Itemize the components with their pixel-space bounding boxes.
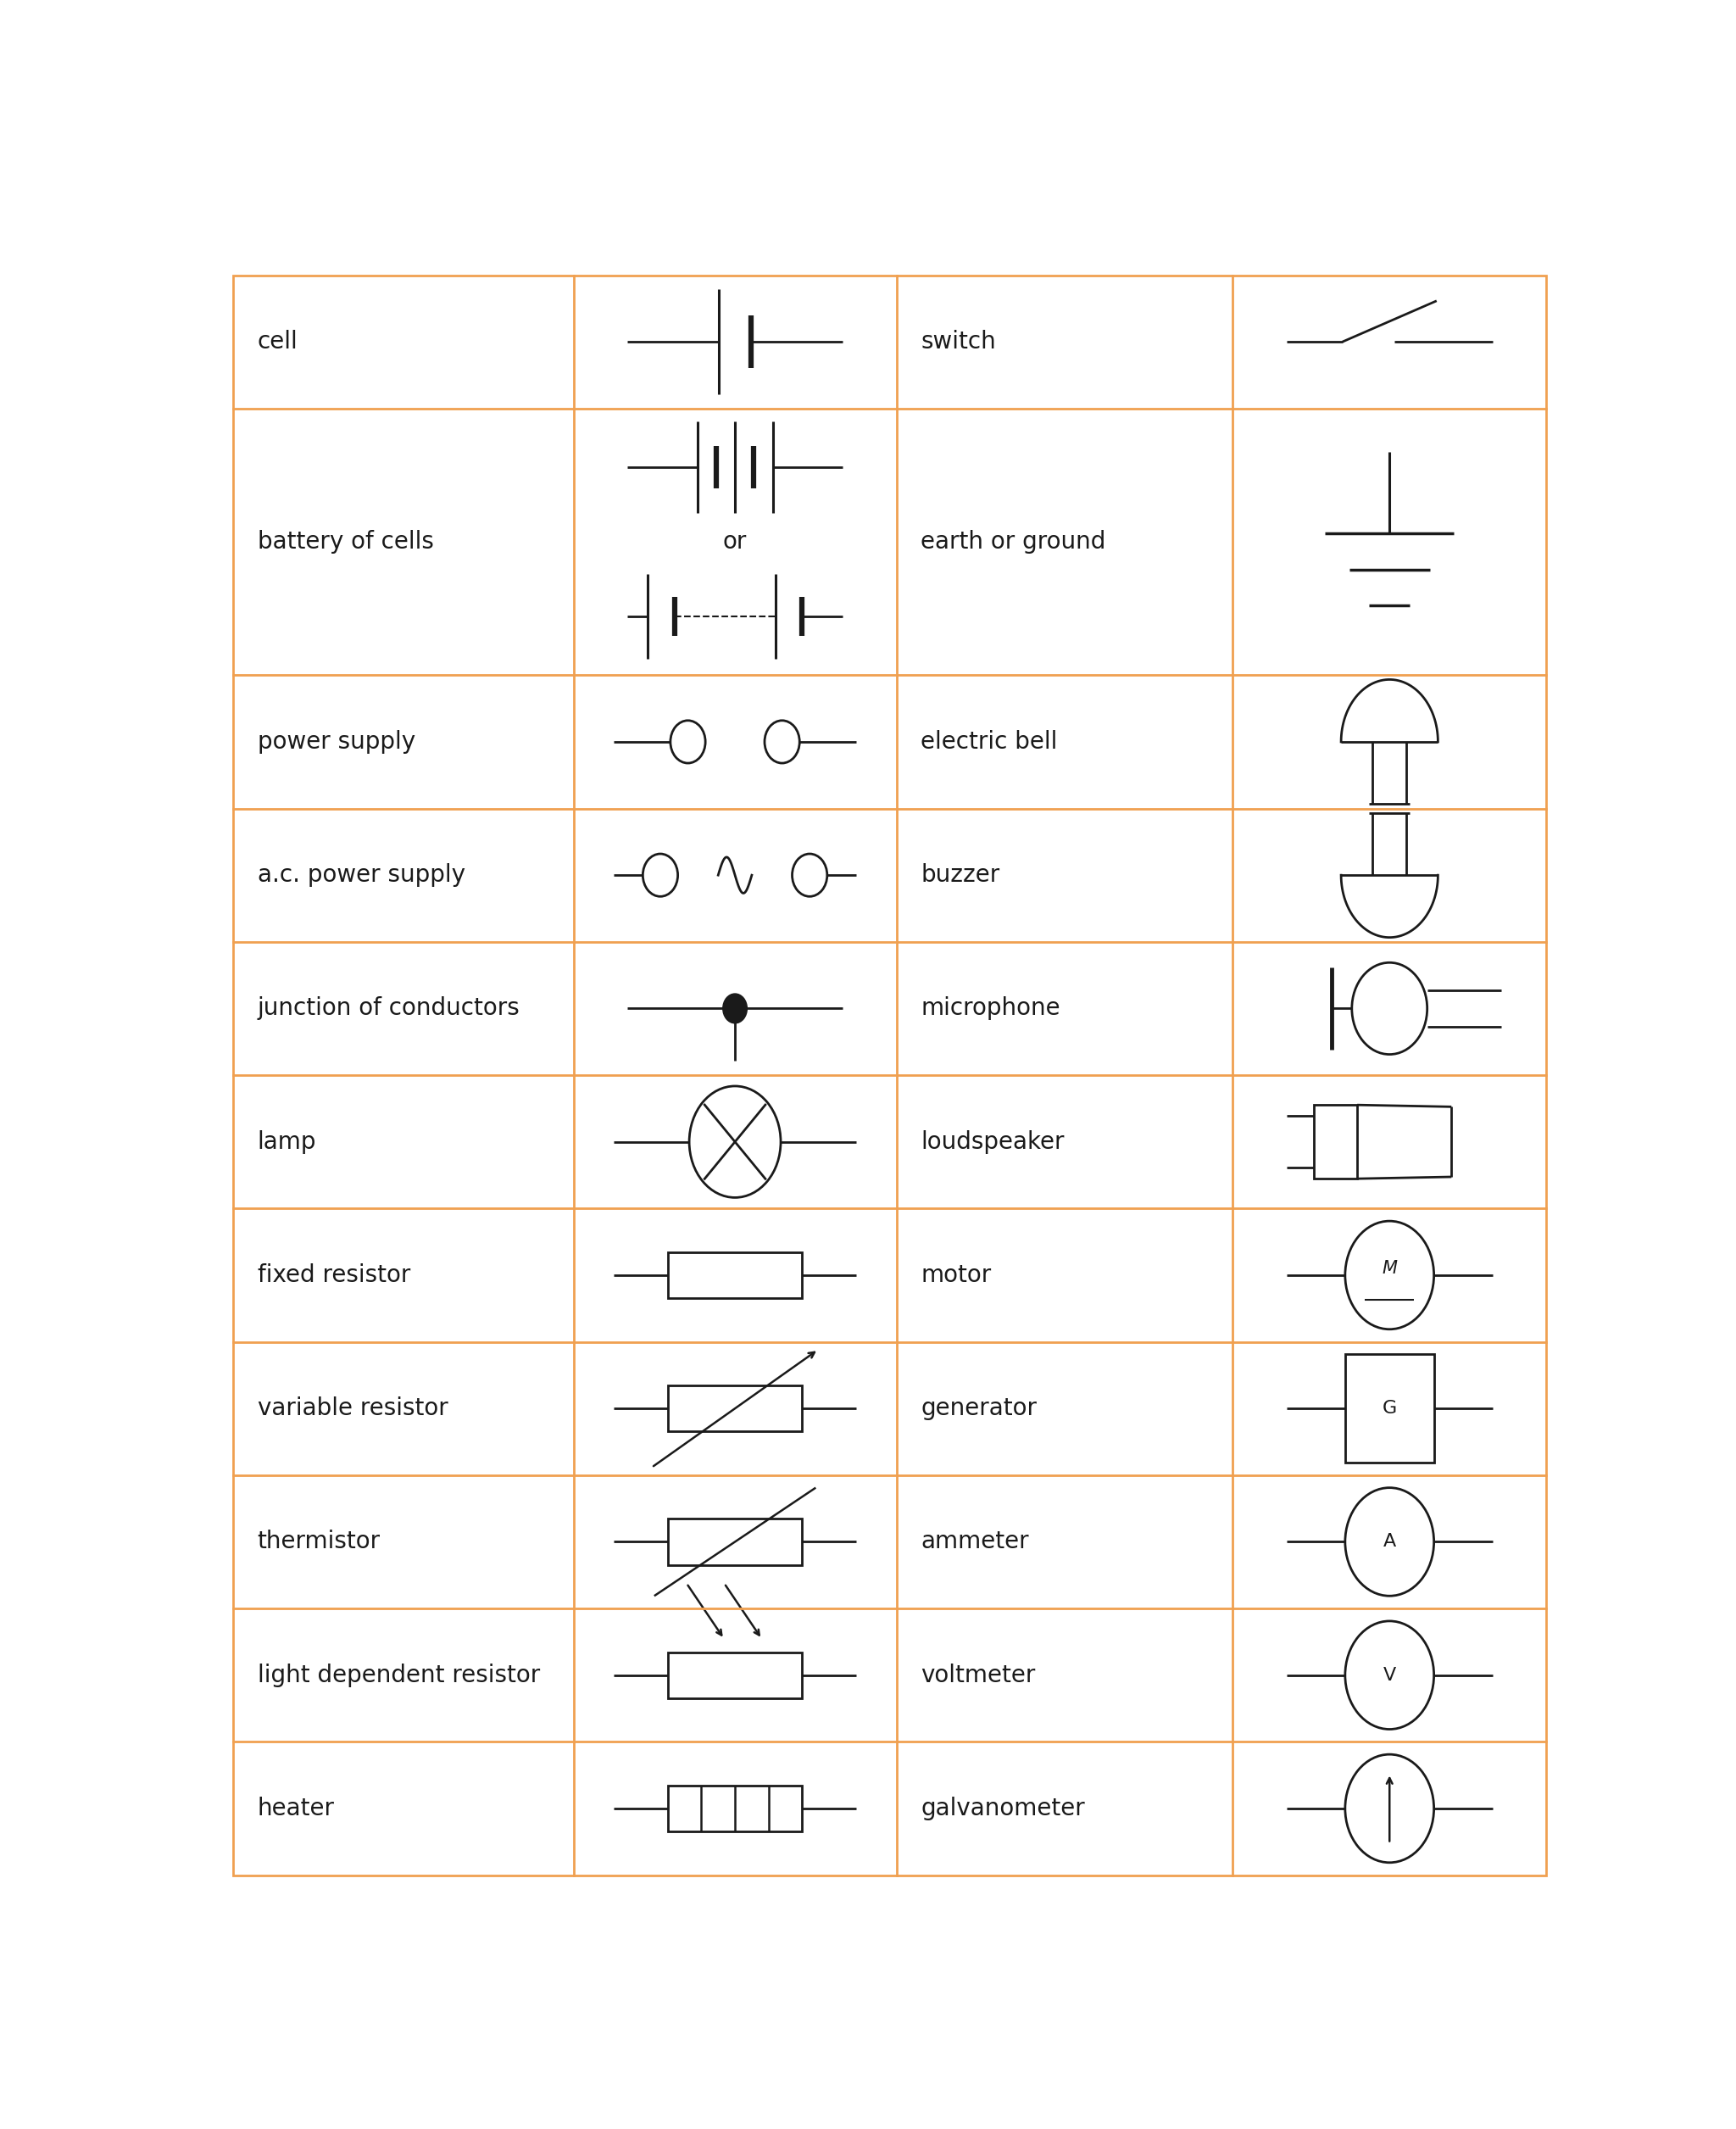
Text: voltmeter: voltmeter — [920, 1663, 1035, 1686]
Bar — [668, 1518, 802, 1565]
Text: ammeter: ammeter — [920, 1531, 1029, 1554]
Circle shape — [722, 994, 746, 1024]
Text: heater: heater — [257, 1797, 335, 1820]
Text: power supply: power supply — [257, 730, 415, 754]
Text: lamp: lamp — [257, 1130, 316, 1154]
Text: or: or — [722, 530, 746, 554]
Bar — [668, 1252, 802, 1299]
Text: A: A — [1384, 1533, 1396, 1550]
Text: earth or ground: earth or ground — [920, 530, 1106, 554]
Text: microphone: microphone — [920, 996, 1061, 1020]
Text: buzzer: buzzer — [920, 862, 1000, 888]
Text: motor: motor — [920, 1262, 991, 1288]
Text: galvanometer: galvanometer — [920, 1797, 1085, 1820]
Bar — [668, 1652, 802, 1699]
Text: variable resistor: variable resistor — [257, 1397, 448, 1420]
Text: fixed resistor: fixed resistor — [257, 1262, 410, 1288]
Text: V: V — [1384, 1667, 1396, 1684]
Text: G: G — [1382, 1401, 1397, 1418]
Text: generator: generator — [920, 1397, 1036, 1420]
Text: loudspeaker: loudspeaker — [920, 1130, 1064, 1154]
Text: switch: switch — [920, 330, 996, 353]
Bar — [1314, 1105, 1358, 1179]
Text: battery of cells: battery of cells — [257, 530, 434, 554]
Text: light dependent resistor: light dependent resistor — [257, 1663, 540, 1686]
Text: electric bell: electric bell — [920, 730, 1057, 754]
Text: thermistor: thermistor — [257, 1531, 380, 1554]
Bar — [668, 1786, 802, 1831]
Bar — [1345, 1354, 1434, 1463]
Text: cell: cell — [257, 330, 299, 353]
Text: M: M — [1382, 1260, 1397, 1277]
Text: junction of conductors: junction of conductors — [257, 996, 519, 1020]
Bar — [668, 1386, 802, 1431]
Text: a.c. power supply: a.c. power supply — [257, 862, 465, 888]
